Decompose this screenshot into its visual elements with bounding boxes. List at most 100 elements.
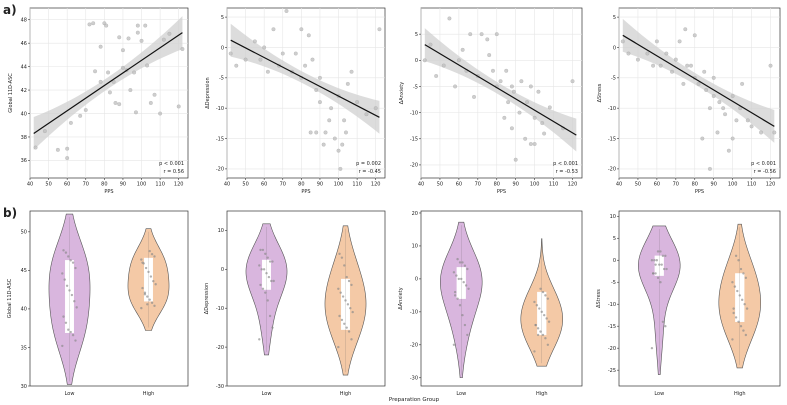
scatter-chart-3: 40 50 60 70 80 90 100 110 120 -20 -15 -10 -5 0 5 p < 0.… xyxy=(597,7,781,195)
data-point-1 xyxy=(428,42,433,47)
data-point-35 xyxy=(349,69,354,74)
data-point-25 xyxy=(513,157,518,162)
y-tick-label: -10 xyxy=(410,110,418,116)
data-point-8 xyxy=(87,22,92,27)
observation-point-19 xyxy=(62,249,65,252)
stat-p-value: p < 0.001 xyxy=(553,161,578,167)
observation-point-9 xyxy=(267,275,271,279)
y-tick-label: 42 xyxy=(21,88,27,94)
y-tick-label: 0 xyxy=(415,277,418,283)
x-tick-label: 70 xyxy=(673,182,679,188)
y-tick-label: -10 xyxy=(608,302,616,308)
y-tick-label: -20 xyxy=(410,343,418,349)
observation-point-19 xyxy=(338,252,341,255)
data-point-32 xyxy=(532,115,537,120)
data-point-36 xyxy=(542,131,547,136)
y-tick-label: 40 xyxy=(21,307,27,313)
data-point-3 xyxy=(65,146,70,151)
data-point-29 xyxy=(726,148,731,153)
data-point-4 xyxy=(651,63,656,68)
observation-point-3 xyxy=(266,299,269,302)
x-category-label: High xyxy=(734,391,746,397)
y-tick-label: -5 xyxy=(611,280,616,286)
observation-point-8 xyxy=(464,284,468,287)
observation-point-2 xyxy=(71,333,75,337)
x-tick-label: 50 xyxy=(635,182,641,188)
data-point-6 xyxy=(456,58,461,63)
data-point-3 xyxy=(252,39,257,44)
x-category-label: High xyxy=(340,391,352,397)
y-tick-label: -5 xyxy=(611,76,616,82)
y-axis-label: ΔStress xyxy=(597,83,603,102)
data-point-7 xyxy=(664,51,669,56)
observation-point-17 xyxy=(264,252,267,255)
data-point-7 xyxy=(83,108,88,112)
observation-point-11 xyxy=(341,295,345,298)
x-tick-label: 70 xyxy=(280,182,286,188)
data-point-13 xyxy=(485,37,490,42)
y-tick-label: -20 xyxy=(608,346,616,352)
observation-point-1 xyxy=(271,326,274,329)
x-axis-label: PPS xyxy=(301,189,310,195)
observation-point-11 xyxy=(538,307,541,310)
observation-point-14 xyxy=(153,255,156,258)
observation-point-19 xyxy=(141,261,144,264)
y-tick-label: 46 xyxy=(21,41,27,47)
observation-point-4 xyxy=(67,328,70,331)
data-point-30 xyxy=(730,94,735,98)
data-point-5 xyxy=(262,45,267,50)
data-point-11 xyxy=(681,81,686,86)
observation-point-8 xyxy=(152,279,155,283)
observation-point-1 xyxy=(664,325,667,328)
data-point-6 xyxy=(658,63,663,68)
data-point-3 xyxy=(645,51,650,56)
data-point-35 xyxy=(540,121,545,126)
y-tick-label: -30 xyxy=(216,384,224,390)
data-point-12 xyxy=(98,79,103,84)
observation-point-4 xyxy=(343,322,346,325)
y-tick-label: 10 xyxy=(218,228,224,234)
observation-point-11 xyxy=(736,289,739,293)
x-tick-label: 40 xyxy=(224,182,230,188)
data-point-25 xyxy=(327,118,332,123)
data-point-2 xyxy=(636,57,640,62)
observation-point-2 xyxy=(347,330,351,333)
data-point-19 xyxy=(702,69,707,74)
y-tick-label: -15 xyxy=(216,136,224,142)
data-point-22 xyxy=(707,166,712,171)
x-tick-label: 100 xyxy=(728,182,738,188)
observation-point-12 xyxy=(260,268,263,271)
data-point-27 xyxy=(134,110,138,115)
data-point-36 xyxy=(161,37,166,42)
observation-point-10 xyxy=(460,277,463,281)
data-point-9 xyxy=(91,21,96,26)
data-point-29 xyxy=(135,30,140,35)
observation-point-18 xyxy=(536,333,540,337)
x-tick-label: 110 xyxy=(549,182,559,188)
data-point-9 xyxy=(468,32,473,37)
observation-point-0 xyxy=(452,343,456,347)
observation-point-17 xyxy=(343,264,346,267)
observation-point-13 xyxy=(452,271,456,274)
observation-point-3 xyxy=(148,298,151,301)
stat-r-value: r = -0.45 xyxy=(359,169,381,175)
data-point-7 xyxy=(460,47,465,52)
y-tick-label: 5 xyxy=(415,32,418,38)
observation-point-9 xyxy=(149,275,153,278)
observation-point-0 xyxy=(337,345,340,349)
observation-point-11 xyxy=(65,284,69,287)
observation-point-5 xyxy=(654,272,657,275)
data-point-34 xyxy=(152,92,157,97)
data-point-29 xyxy=(525,100,529,105)
data-point-6 xyxy=(265,69,270,74)
x-tick-label: 110 xyxy=(747,182,757,188)
observation-point-2 xyxy=(544,337,547,340)
observation-point-18 xyxy=(654,263,657,266)
data-point-5 xyxy=(654,39,659,44)
observation-point-9 xyxy=(346,303,350,306)
regression-line xyxy=(230,39,380,118)
data-point-34 xyxy=(345,81,350,86)
x-tick-label: 80 xyxy=(298,182,304,188)
observation-point-8 xyxy=(743,303,746,306)
